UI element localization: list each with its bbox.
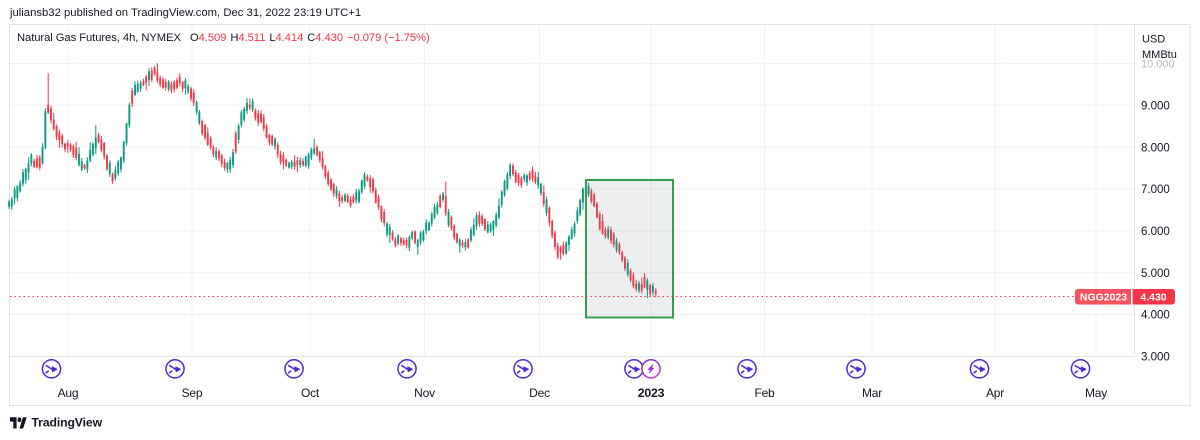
svg-text:May: May [1085, 386, 1107, 400]
svg-text:USD: USD [1142, 34, 1165, 46]
svg-text:Dec: Dec [529, 386, 550, 400]
svg-text:4.430: 4.430 [1140, 292, 1166, 304]
svg-text:Feb: Feb [754, 386, 775, 400]
svg-text:6.000: 6.000 [1141, 226, 1170, 238]
svg-text:Natural Gas Futures, 4h, NYMEX: Natural Gas Futures, 4h, NYMEX O4.509 H4.… [17, 32, 430, 44]
svg-text:9.000: 9.000 [1141, 101, 1170, 113]
svg-text:Mar: Mar [862, 386, 882, 400]
svg-text:2023: 2023 [638, 386, 665, 400]
svg-text:3.000: 3.000 [1141, 352, 1170, 364]
svg-text:7.000: 7.000 [1141, 184, 1170, 196]
svg-text:Oct: Oct [301, 386, 320, 400]
svg-text:10.000: 10.000 [1141, 59, 1175, 71]
svg-text:5.000: 5.000 [1141, 268, 1170, 280]
svg-text:4.000: 4.000 [1141, 310, 1170, 322]
svg-text:Apr: Apr [986, 386, 1004, 400]
svg-text:NGG2023: NGG2023 [1080, 292, 1127, 304]
svg-text:Nov: Nov [414, 386, 435, 400]
svg-text:8.000: 8.000 [1141, 142, 1170, 154]
svg-text:MMBtu: MMBtu [1142, 49, 1177, 61]
svg-text:Sep: Sep [182, 386, 203, 400]
svg-text:Aug: Aug [58, 386, 79, 400]
svg-text:TradingView: TradingView [32, 416, 103, 430]
